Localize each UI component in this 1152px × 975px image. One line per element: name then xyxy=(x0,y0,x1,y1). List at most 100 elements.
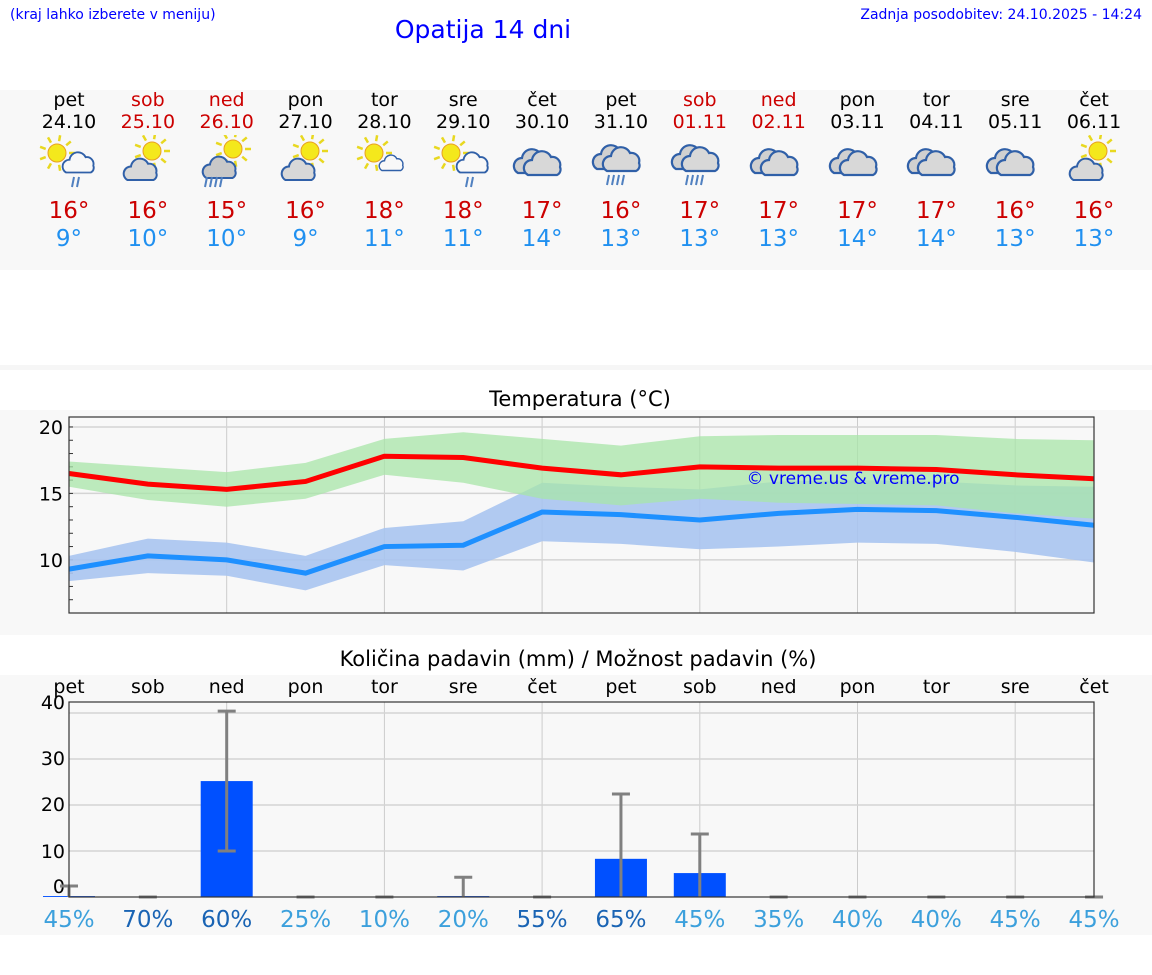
y-tick-label: 30 xyxy=(41,748,65,770)
max-temp: 17° xyxy=(758,198,800,224)
min-temp: 10° xyxy=(127,226,169,252)
min-temp: 14° xyxy=(521,226,563,252)
temperature-chart: 10 15 20 © vreme.us & vreme.pro xyxy=(39,416,1095,614)
precip-probability: 40% xyxy=(911,907,962,933)
cloud-sun-icon xyxy=(1068,135,1117,181)
sun-cloud-rain-icon xyxy=(39,135,95,188)
day-column: pet 24.10 16° 9° xyxy=(29,90,109,253)
day-column: tor 28.10 18° 11° xyxy=(344,90,424,253)
precip-probability: 45% xyxy=(1068,907,1119,933)
max-temp: 16° xyxy=(994,198,1036,224)
sun-small-cloud-icon xyxy=(357,135,405,172)
cloud-sun-icon xyxy=(280,135,328,181)
day-date: 04.11 xyxy=(909,111,964,133)
temperature-chart-panel: 10 15 20 © vreme.us & vreme.pro xyxy=(0,410,1152,635)
overcast-icon xyxy=(749,148,799,177)
day-label: pet xyxy=(53,676,84,698)
day-name: ned xyxy=(760,89,797,111)
day-column: ned 26.10 15° 10° xyxy=(187,90,267,253)
day-name: sob xyxy=(683,89,717,111)
precip-probability: 65% xyxy=(595,907,646,933)
overcast-icon xyxy=(828,148,878,177)
precip-probability: 70% xyxy=(122,907,173,933)
day-column: tor 04.11 17° 14° xyxy=(896,90,976,253)
day-column: sob 01.11 17° 13° xyxy=(660,90,740,253)
day-name: tor xyxy=(922,89,950,111)
precip-probability: 20% xyxy=(438,907,489,933)
last-updated: Zadnja posodobitev: 24.10.2025 - 14:24 xyxy=(860,7,1142,23)
day-name: čet xyxy=(527,89,557,111)
day-date: 24.10 xyxy=(41,111,97,133)
y-tick-label: 10 xyxy=(41,841,65,863)
day-date: 27.10 xyxy=(278,111,333,133)
max-temp: 16° xyxy=(127,198,169,224)
precip-probability: 45% xyxy=(990,907,1041,933)
y-tick-label: 20 xyxy=(39,417,63,439)
day-date: 05.11 xyxy=(987,111,1043,133)
max-temp: 17° xyxy=(521,198,563,224)
temperature-chart-title: Temperatura (°C) xyxy=(489,387,671,411)
y-tick-label: 15 xyxy=(39,483,63,505)
day-name: sre xyxy=(1000,89,1030,111)
overcast-icon xyxy=(985,148,1035,177)
precip-probability: 45% xyxy=(43,907,94,933)
day-label: ned xyxy=(209,676,245,698)
day-column: pon 27.10 16° 9° xyxy=(266,90,346,253)
day-date: 29.10 xyxy=(436,111,491,133)
day-label: sre xyxy=(1001,676,1030,698)
day-date: 28.10 xyxy=(357,111,412,133)
day-label: čet xyxy=(527,676,557,698)
watermark: © vreme.us & vreme.pro xyxy=(746,469,959,489)
y-tick-label: 0 xyxy=(53,876,65,898)
min-temp: 14° xyxy=(837,226,878,252)
max-temp: 16° xyxy=(285,198,326,224)
max-temp: 17° xyxy=(837,198,878,224)
cloud-sun-icon xyxy=(122,135,170,181)
min-temp: 13° xyxy=(679,226,721,252)
precip-probability: 10% xyxy=(359,907,410,933)
divider xyxy=(0,365,1152,370)
max-temp: 18° xyxy=(364,198,405,224)
day-label: sre xyxy=(449,676,478,698)
overcast-icon xyxy=(907,148,956,177)
day-label: čet xyxy=(1079,676,1109,698)
day-column: sre 05.11 16° 13° xyxy=(975,90,1055,253)
day-name: pon xyxy=(839,89,876,111)
day-name: tor xyxy=(370,89,398,111)
day-label: sob xyxy=(683,676,717,698)
day-label: tor xyxy=(923,676,950,698)
day-name: sre xyxy=(448,89,478,111)
overcast-rain-icon xyxy=(670,144,720,186)
max-temp: 16° xyxy=(600,198,642,224)
max-temp: 16° xyxy=(48,198,90,224)
precipitation-chart-title: Količina padavin (mm) / Možnost padavin … xyxy=(339,647,817,671)
y-tick-label: 10 xyxy=(39,550,63,572)
min-temp: 9° xyxy=(55,226,83,252)
day-label: ned xyxy=(761,676,797,698)
min-temp: 13° xyxy=(994,226,1036,252)
sun-cloud-rain-icon xyxy=(433,135,489,188)
y-tick-label: 20 xyxy=(41,794,65,816)
min-temp: 13° xyxy=(1073,226,1115,252)
overcast-icon xyxy=(512,148,562,177)
day-label: pon xyxy=(840,676,876,698)
day-name: pet xyxy=(605,89,637,111)
day-column: čet 30.10 17° 14° xyxy=(502,90,582,253)
max-temp-band xyxy=(69,432,1095,519)
plot-frame xyxy=(68,701,1095,898)
max-temp: 17° xyxy=(679,198,721,224)
max-temp: 17° xyxy=(915,198,957,224)
min-temp: 11° xyxy=(364,226,405,252)
day-name: sob xyxy=(131,89,165,111)
day-name: ned xyxy=(208,89,245,111)
min-temp: 13° xyxy=(758,226,800,252)
day-date: 06.11 xyxy=(1066,111,1122,133)
overcast-rain-icon xyxy=(591,144,641,186)
precip-probability: 45% xyxy=(674,907,725,933)
page-title: Opatija 14 dni xyxy=(394,15,572,44)
precip-probability: 25% xyxy=(280,907,331,933)
day-column: ned 02.11 17° 13° xyxy=(739,90,819,253)
day-column: sob 25.10 16° 10° xyxy=(108,90,188,253)
day-column: pon 03.11 17° 14° xyxy=(818,90,898,253)
